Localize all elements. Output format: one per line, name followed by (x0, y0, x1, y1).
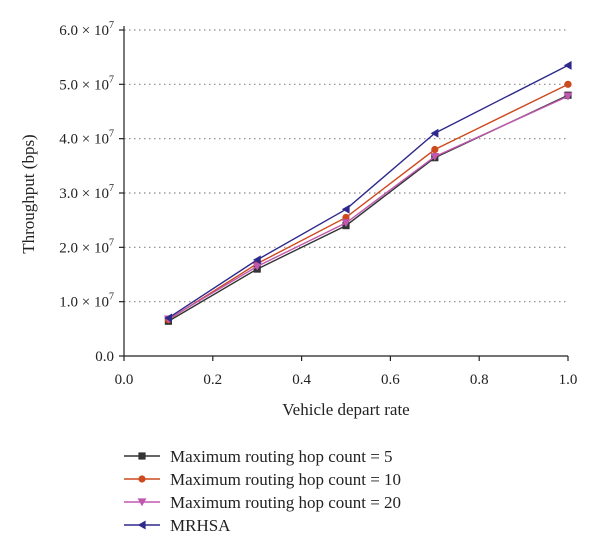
data-point-triangle-left (137, 520, 146, 530)
y-axis-title: Throughput (bps) (19, 134, 38, 253)
legend: Maximum routing hop count = 5 Maximum rou… (124, 447, 401, 535)
data-point-circle (138, 475, 146, 483)
legend-item: Maximum routing hop count = 20 (124, 493, 401, 512)
x-tick-label: 0.8 (470, 372, 489, 388)
x-tick-label: 0.0 (115, 372, 134, 388)
x-ticks: 0.0 0.2 0.4 0.6 0.8 1.0 (115, 356, 578, 388)
y-tick-label: 0.0 (95, 349, 114, 365)
legend-label: MRHSA (170, 516, 231, 535)
x-tick-label: 0.2 (203, 372, 222, 388)
data-point-triangle-left (563, 60, 572, 70)
data-point-circle (342, 213, 350, 222)
series-line (168, 64, 569, 319)
data-point-triangle-left (341, 204, 350, 214)
y-tick-label: 5.0 × 107 (59, 74, 114, 93)
x-axis-title: Vehicle depart rate (282, 400, 409, 419)
series-line (168, 94, 569, 322)
y-tick-label: 4.0 × 107 (59, 129, 114, 148)
grid (124, 29, 568, 303)
y-ticks: 0.0 1.0 × 107 2.0 × 107 3.0 × 107 4.0 × 107 5… (59, 20, 124, 365)
legend-item: MRHSA (124, 516, 231, 535)
data-point-triangle-down (430, 152, 440, 161)
legend-label: Maximum routing hop count = 5 (170, 447, 393, 466)
series-4 (164, 60, 572, 323)
legend-label: Maximum routing hop count = 20 (170, 493, 401, 512)
series-group (163, 60, 573, 325)
legend-label: Maximum routing hop count = 10 (170, 470, 401, 489)
data-point-square (138, 452, 146, 460)
data-point-triangle-left (430, 128, 439, 138)
legend-item: Maximum routing hop count = 10 (124, 470, 401, 489)
data-point-triangle-down (137, 498, 147, 507)
y-tick-label: 2.0 × 107 (59, 237, 114, 256)
data-point-circle (564, 80, 572, 88)
data-point-triangle-down (252, 262, 262, 271)
data-point-triangle-left (164, 313, 172, 323)
x-tick-label: 0.4 (292, 372, 311, 388)
y-tick-label: 6.0 × 107 (59, 20, 114, 39)
axes (123, 26, 568, 357)
y-tick-label: 1.0 × 107 (59, 292, 114, 311)
data-point-triangle-down (341, 219, 351, 228)
series-line (168, 83, 569, 321)
legend-item: Maximum routing hop count = 5 (124, 447, 393, 466)
data-point-circle (431, 145, 439, 154)
x-tick-label: 0.6 (381, 372, 400, 388)
series-1 (164, 91, 572, 325)
data-point-triangle-left (253, 255, 261, 265)
data-point-triangle-down (563, 92, 573, 101)
y-tick-label: 3.0 × 107 (59, 183, 114, 202)
x-tick-label: 1.0 (559, 372, 578, 388)
